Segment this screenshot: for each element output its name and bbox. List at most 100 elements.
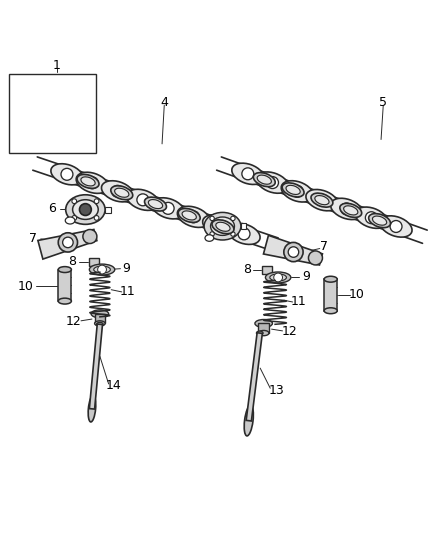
Ellipse shape bbox=[115, 188, 129, 197]
Circle shape bbox=[267, 176, 279, 189]
Ellipse shape bbox=[369, 214, 391, 228]
Ellipse shape bbox=[306, 190, 338, 211]
Circle shape bbox=[231, 216, 235, 221]
Ellipse shape bbox=[211, 217, 234, 236]
Ellipse shape bbox=[256, 331, 263, 335]
Bar bbox=[241, 223, 247, 229]
Ellipse shape bbox=[145, 197, 166, 211]
Circle shape bbox=[316, 194, 328, 206]
Circle shape bbox=[61, 168, 73, 180]
Ellipse shape bbox=[212, 220, 234, 234]
Text: 14: 14 bbox=[106, 379, 122, 392]
Ellipse shape bbox=[205, 235, 214, 241]
Text: 8: 8 bbox=[68, 255, 76, 268]
Text: 8: 8 bbox=[244, 263, 251, 276]
Ellipse shape bbox=[73, 200, 98, 220]
Text: 9: 9 bbox=[122, 262, 130, 274]
Text: 12: 12 bbox=[281, 325, 297, 338]
Circle shape bbox=[98, 265, 106, 274]
Text: 1: 1 bbox=[53, 59, 61, 71]
Circle shape bbox=[274, 273, 283, 282]
Ellipse shape bbox=[148, 199, 162, 208]
Ellipse shape bbox=[281, 181, 313, 202]
Ellipse shape bbox=[311, 193, 333, 207]
Text: 11: 11 bbox=[120, 285, 136, 298]
Circle shape bbox=[231, 232, 235, 236]
Ellipse shape bbox=[51, 164, 83, 185]
Ellipse shape bbox=[89, 264, 115, 275]
Ellipse shape bbox=[81, 177, 95, 186]
Text: 7: 7 bbox=[320, 240, 328, 253]
Circle shape bbox=[308, 251, 322, 265]
Circle shape bbox=[210, 216, 214, 221]
Circle shape bbox=[63, 237, 73, 248]
Ellipse shape bbox=[258, 330, 269, 336]
Circle shape bbox=[94, 199, 99, 204]
Ellipse shape bbox=[380, 216, 412, 237]
Circle shape bbox=[365, 212, 377, 224]
Text: 11: 11 bbox=[291, 295, 307, 308]
Polygon shape bbox=[246, 333, 262, 421]
Ellipse shape bbox=[228, 223, 260, 245]
Text: 10: 10 bbox=[18, 280, 33, 293]
Ellipse shape bbox=[94, 266, 110, 273]
Circle shape bbox=[137, 194, 149, 206]
Ellipse shape bbox=[177, 206, 209, 228]
Ellipse shape bbox=[282, 183, 304, 197]
Text: 9: 9 bbox=[302, 270, 310, 283]
Circle shape bbox=[210, 232, 214, 236]
Ellipse shape bbox=[127, 189, 159, 211]
Ellipse shape bbox=[270, 274, 286, 281]
Ellipse shape bbox=[152, 198, 184, 219]
Circle shape bbox=[80, 204, 91, 215]
Ellipse shape bbox=[66, 195, 105, 224]
Ellipse shape bbox=[265, 272, 291, 283]
Bar bbox=[105, 207, 111, 213]
Ellipse shape bbox=[344, 206, 358, 215]
Ellipse shape bbox=[257, 172, 289, 193]
Bar bbox=[9, 74, 96, 152]
Circle shape bbox=[217, 221, 228, 232]
Ellipse shape bbox=[340, 204, 362, 217]
Text: 4: 4 bbox=[160, 96, 168, 109]
Ellipse shape bbox=[91, 310, 109, 318]
Ellipse shape bbox=[178, 208, 200, 222]
Ellipse shape bbox=[324, 308, 337, 314]
Circle shape bbox=[112, 185, 124, 197]
Ellipse shape bbox=[111, 186, 133, 200]
Ellipse shape bbox=[355, 207, 387, 228]
Ellipse shape bbox=[77, 174, 99, 188]
Circle shape bbox=[72, 199, 77, 204]
Ellipse shape bbox=[88, 396, 96, 422]
Polygon shape bbox=[38, 230, 97, 259]
Polygon shape bbox=[264, 236, 322, 265]
Ellipse shape bbox=[331, 198, 363, 220]
Circle shape bbox=[291, 185, 303, 197]
Ellipse shape bbox=[95, 321, 105, 326]
Ellipse shape bbox=[372, 216, 387, 225]
Circle shape bbox=[242, 168, 254, 180]
Ellipse shape bbox=[253, 173, 275, 187]
Bar bbox=[324, 279, 337, 311]
Ellipse shape bbox=[203, 215, 235, 236]
Circle shape bbox=[94, 215, 99, 220]
Circle shape bbox=[288, 247, 299, 257]
Text: 12: 12 bbox=[66, 315, 81, 328]
Text: 5: 5 bbox=[379, 96, 387, 109]
Polygon shape bbox=[89, 324, 102, 409]
Text: 13: 13 bbox=[269, 384, 285, 397]
Ellipse shape bbox=[102, 181, 134, 202]
Ellipse shape bbox=[255, 319, 272, 327]
Circle shape bbox=[390, 221, 402, 232]
Bar bbox=[58, 270, 71, 301]
Bar bbox=[262, 266, 272, 274]
Ellipse shape bbox=[204, 213, 241, 240]
Ellipse shape bbox=[324, 276, 337, 282]
Bar bbox=[258, 324, 269, 333]
Text: 6: 6 bbox=[205, 229, 213, 241]
Ellipse shape bbox=[257, 175, 272, 184]
Ellipse shape bbox=[216, 222, 230, 231]
Ellipse shape bbox=[244, 406, 253, 436]
Text: 7: 7 bbox=[29, 231, 37, 245]
Ellipse shape bbox=[76, 172, 108, 193]
